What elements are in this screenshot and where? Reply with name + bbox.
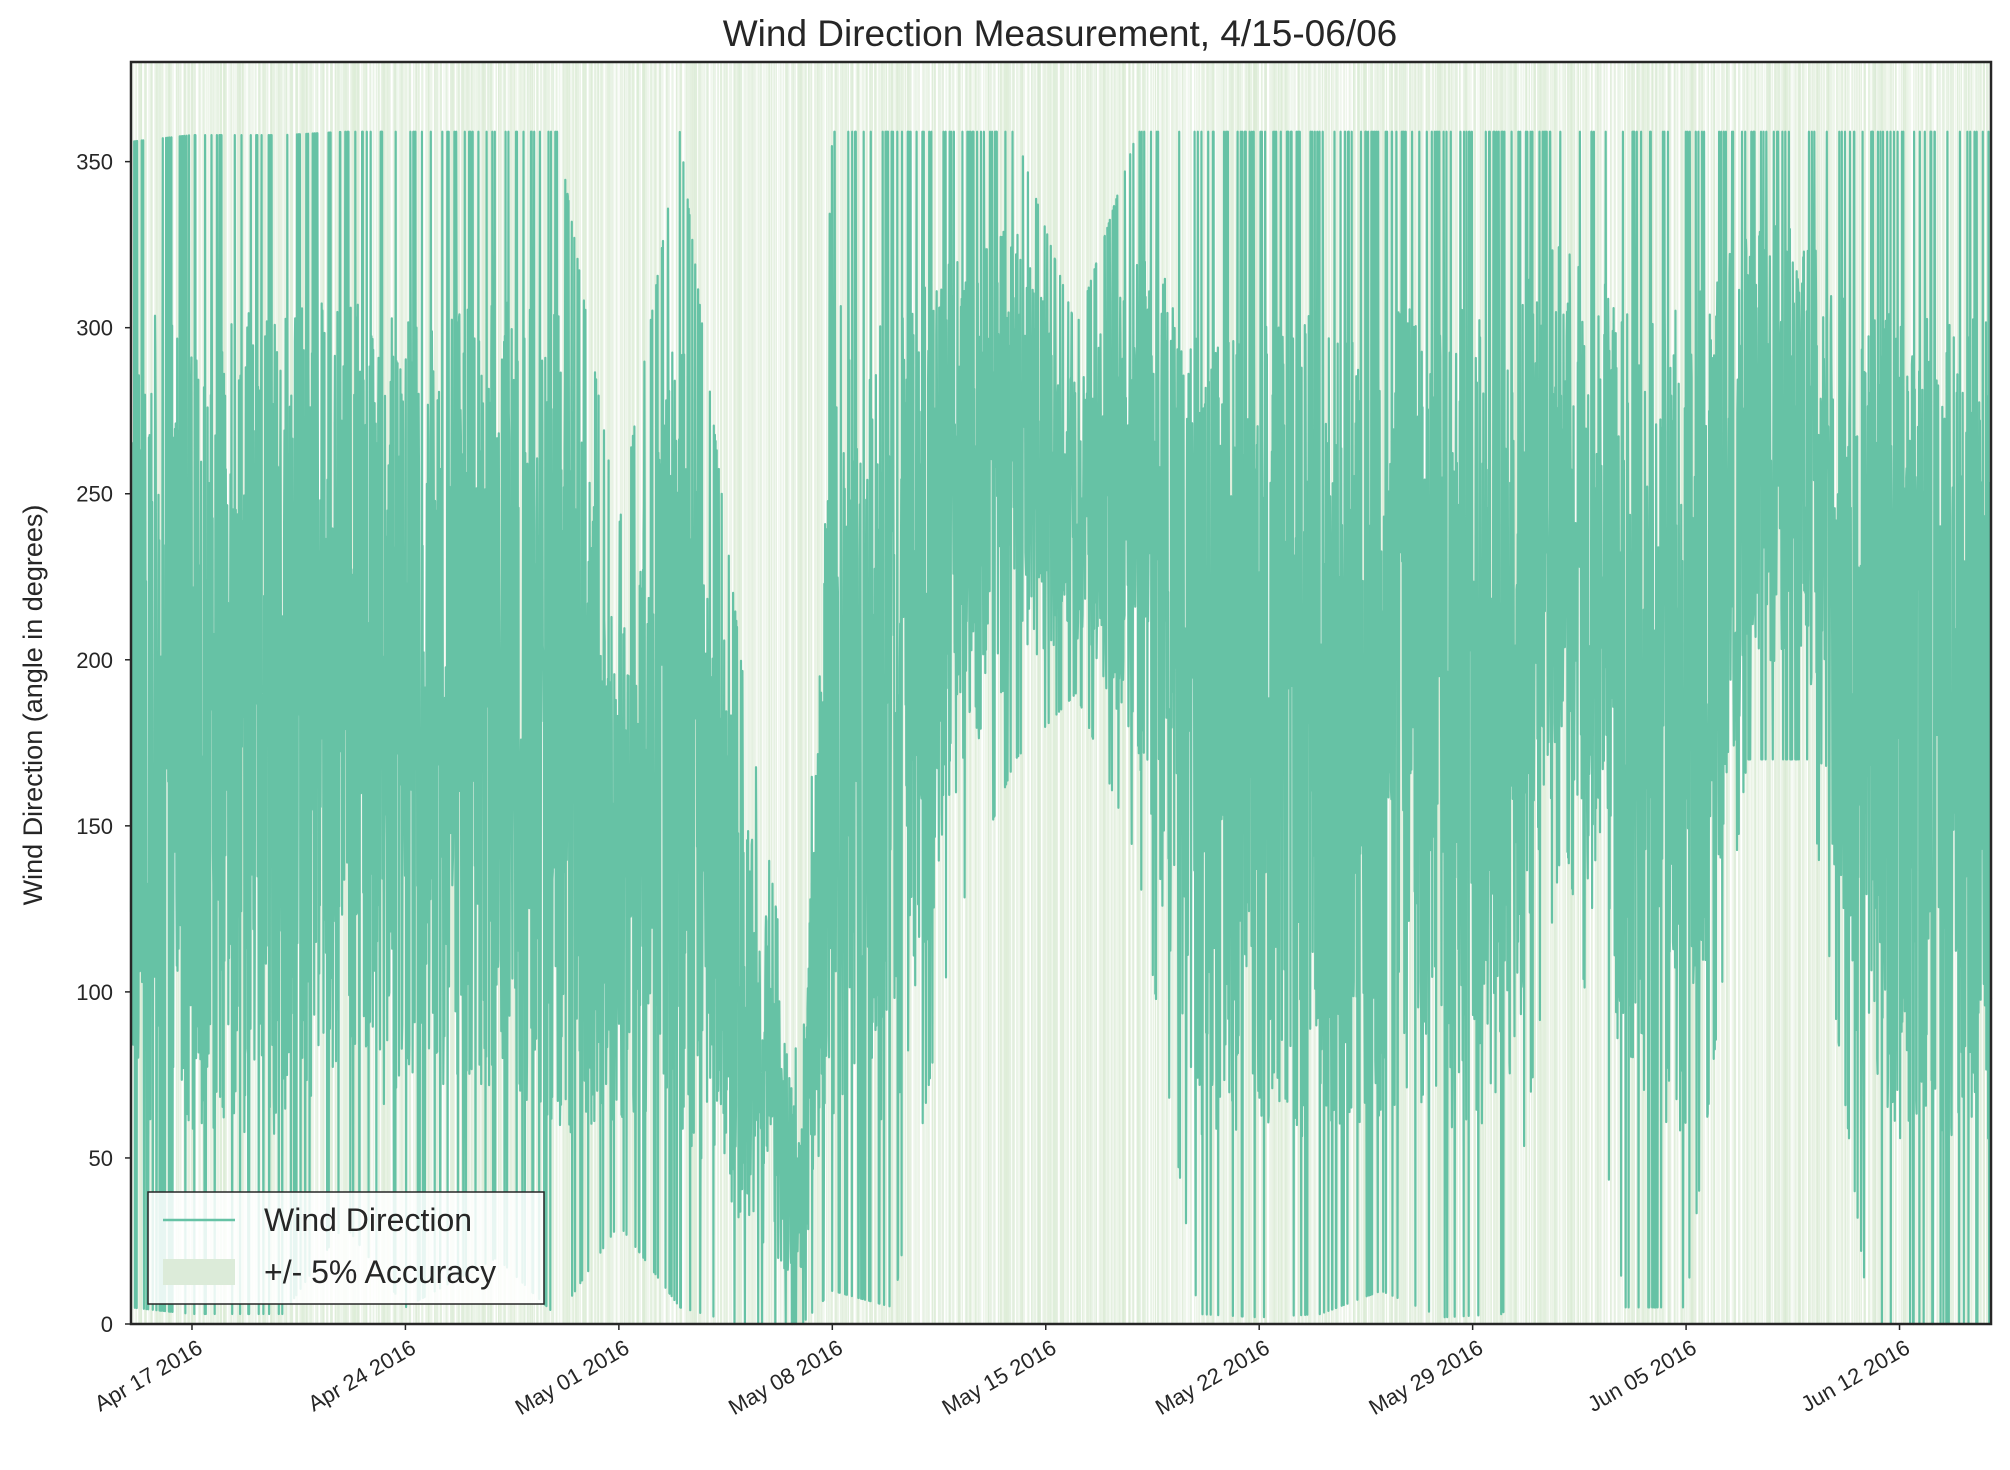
- y-tick-label: 50: [89, 1146, 113, 1171]
- y-tick-label: 150: [76, 814, 113, 839]
- legend-label-accuracy: +/- 5% Accuracy: [264, 1254, 496, 1290]
- legend: Wind Direction +/- 5% Accuracy: [147, 1191, 545, 1305]
- y-tick-label: 200: [76, 648, 113, 673]
- chart-title: Wind Direction Measurement, 4/15-06/06: [723, 13, 1398, 54]
- axes-frame: [129, 60, 1993, 1326]
- plot-area: [129, 63, 1993, 1326]
- legend-box: [147, 1191, 545, 1305]
- legend-patch-swatch: [163, 1259, 235, 1285]
- y-tick-label: 0: [101, 1312, 113, 1337]
- y-tick-label: 100: [76, 980, 113, 1005]
- y-axis-label: Wind Direction (angle in degrees): [18, 505, 48, 906]
- y-tick-label: 250: [76, 482, 113, 507]
- y-tick-label: 350: [76, 150, 113, 175]
- y-axis-ticks: 0 50 100 150 200 250 300 350: [76, 150, 131, 1337]
- y-tick-label: 300: [76, 316, 113, 341]
- legend-label-wind-direction: Wind Direction: [264, 1202, 472, 1238]
- wind-direction-line: [129, 130, 1993, 1326]
